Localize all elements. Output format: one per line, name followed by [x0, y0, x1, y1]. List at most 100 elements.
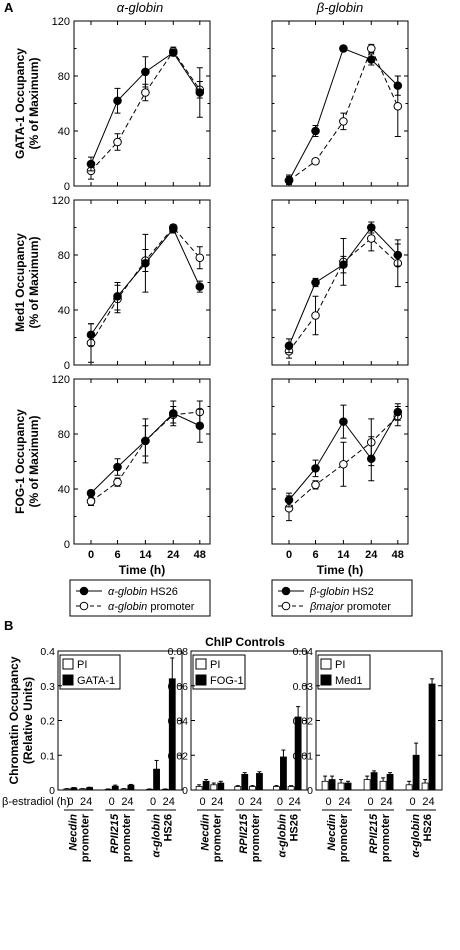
legend-swatch [195, 658, 207, 670]
bar-legend: PI GATA-1 [59, 654, 121, 690]
data-point [168, 409, 178, 418]
bar [256, 773, 263, 791]
y-axis-label: Med1 Occupancy [13, 233, 27, 332]
legend-marker [281, 586, 291, 596]
group-label-line2: HS26 [162, 814, 174, 842]
legend-label: FOG-1 [210, 675, 244, 687]
y-tick-label: 0.06 [168, 681, 189, 693]
bar [321, 780, 329, 791]
column-header-alpha: α-globin [117, 0, 163, 15]
bar [337, 782, 345, 791]
data-point [393, 101, 403, 111]
data-point [366, 234, 376, 243]
timepoint-label: 0 [410, 796, 416, 808]
bar [370, 772, 378, 791]
timepoint-label: 0 [67, 796, 73, 808]
bar [217, 782, 225, 791]
data-point [366, 223, 376, 232]
group-label: Necdin [199, 814, 211, 851]
data-point [113, 462, 122, 472]
x-tick-label: 0 [88, 549, 94, 561]
group-label: Necdin [68, 814, 80, 851]
bar [153, 768, 160, 791]
x-tick-label: 6 [114, 549, 120, 561]
bar [379, 780, 387, 791]
bar-legend: PI FOG-1 [192, 654, 246, 690]
data-point [195, 421, 205, 431]
timepoint-label: 24 [121, 796, 133, 808]
y-tick-label: 120 [52, 195, 70, 207]
x-tick-label: 24 [365, 549, 378, 561]
data-point [113, 291, 122, 301]
legend: β-globin HS2 βmajor promoter [271, 579, 413, 617]
plot-frame [271, 199, 409, 366]
y-tick-label: 0.2 [40, 716, 55, 728]
legend-label: βmajor promoter [309, 601, 391, 613]
data-point [113, 477, 122, 487]
legend-box [317, 654, 371, 690]
bar [70, 787, 78, 791]
bar [287, 786, 295, 791]
y-tick-label: 0.04 [168, 716, 189, 728]
data-point [284, 341, 294, 351]
data-point [393, 407, 403, 417]
data-point [141, 88, 150, 97]
bar [328, 779, 336, 791]
timepoint-label: 24 [422, 796, 434, 808]
legend-label: PI [210, 659, 220, 671]
y-axis-label-unit: (% of Maximum) [27, 57, 41, 149]
plot-frame [315, 650, 443, 791]
line-chart-1: 0 40 80 120 GATA-1 Occupancy (% of Maximum) [13, 16, 211, 193]
y-axis-label: GATA-1 Occupancy [13, 48, 27, 159]
y-axis-label: Chromatin Occupancy [7, 656, 21, 784]
y-tick-label: 0 [49, 785, 55, 797]
legend-marker [281, 601, 291, 611]
legend-label: PI [77, 659, 87, 671]
y-axis-label: FOG-1 Occupancy [13, 409, 27, 514]
x-tick-label: 24 [167, 549, 180, 561]
group-label: RPII215 [238, 813, 250, 854]
data-point [393, 81, 403, 90]
data-point [168, 224, 178, 234]
x-axis-label: Time (h) [119, 563, 165, 577]
legend-swatch [62, 658, 74, 670]
timepoint-label: 24 [250, 796, 262, 808]
bar [412, 754, 420, 791]
line-chart-5: 0 40 80 120 0 6 14 24 48 Time (h) FOG-1 Occupancy(… [13, 374, 211, 577]
x-axis-label: β-estradiol (h) [2, 796, 70, 808]
bar [79, 788, 87, 791]
data-point [339, 260, 348, 269]
panel-b-title: ChIP Controls [205, 635, 285, 649]
bar [86, 787, 94, 791]
y-tick-label: 80 [58, 429, 70, 441]
timepoint-label: 24 [211, 796, 223, 808]
group-label: α-globin [410, 814, 422, 858]
line-chart-4 [271, 199, 409, 366]
bar [280, 756, 287, 791]
timepoint-label: 24 [380, 796, 392, 808]
bar [111, 785, 119, 791]
legend-swatch [195, 674, 207, 686]
y-tick-label: 120 [52, 16, 70, 28]
plot-frame [73, 378, 211, 545]
panel-b-letter: B [4, 618, 13, 633]
y-tick-label: 0.4 [40, 646, 55, 658]
timepoint-label: 0 [150, 796, 156, 808]
legend-box [192, 654, 246, 690]
x-tick-label: 48 [392, 549, 404, 561]
y-tick-label: 0 [64, 539, 70, 551]
legend-box [59, 654, 121, 690]
data-point [339, 459, 348, 469]
legend-label: GATA-1 [77, 675, 115, 687]
timepoint-label: 24 [80, 796, 92, 808]
data-point [311, 126, 320, 136]
y-tick-label: 0 [307, 785, 313, 797]
timepoint-label: 0 [368, 796, 374, 808]
bar [202, 780, 210, 791]
data-point [195, 88, 205, 97]
group-label: α-globin [277, 814, 289, 858]
y-tick-label: 40 [58, 484, 70, 496]
y-tick-label: 40 [58, 126, 70, 138]
